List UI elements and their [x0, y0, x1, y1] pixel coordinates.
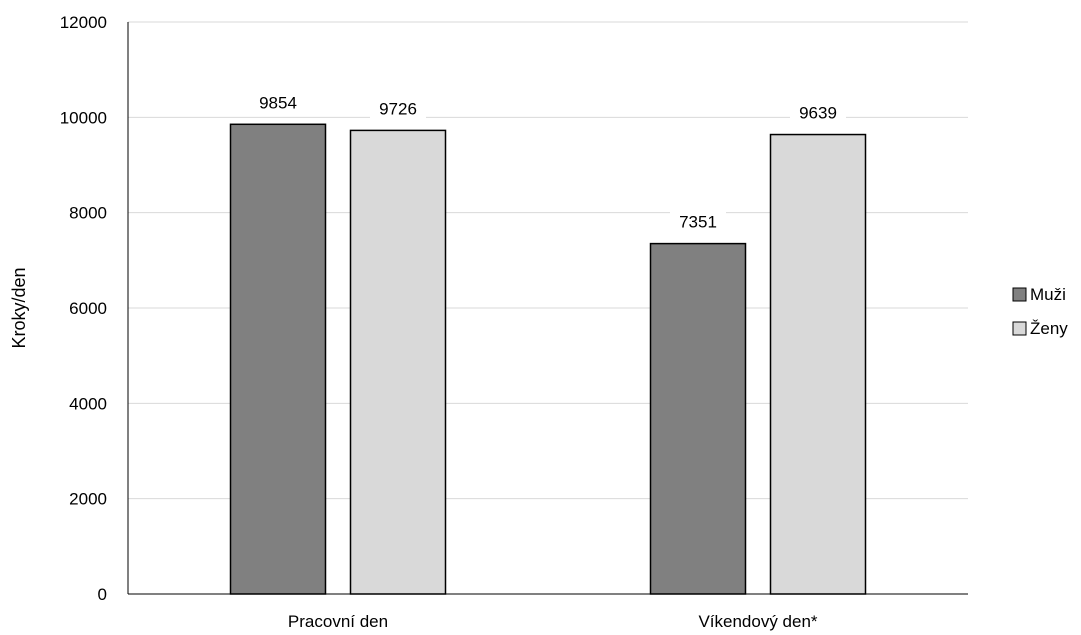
bar-zeny	[349, 129, 447, 595]
data-labels: 9854 9726 7351 9639	[250, 90, 846, 234]
legend-swatch	[1012, 321, 1027, 336]
axes	[127, 22, 968, 595]
y-axis-title: Kroky/den	[9, 267, 29, 348]
bar-muzi	[649, 242, 747, 595]
y-tick-label: 6000	[69, 299, 107, 318]
y-tick-label: 8000	[69, 204, 107, 223]
bar-zeny	[769, 133, 867, 595]
data-label: 9639	[799, 104, 837, 123]
data-label: 7351	[679, 213, 717, 232]
data-label-background	[670, 209, 726, 234]
y-tick-labels: 0 2000 4000 6000 8000 10000 12000	[60, 13, 107, 604]
y-tick-label: 0	[98, 585, 107, 604]
legend-label: Muži	[1030, 285, 1066, 304]
category-label: Pracovní den	[288, 612, 388, 631]
category-labels: Pracovní den Víkendový den*	[288, 612, 818, 631]
bar-muzi	[229, 123, 327, 595]
legend: Muži Ženy	[1012, 285, 1068, 338]
y-tick-label: 2000	[69, 490, 107, 509]
data-label-background	[370, 96, 426, 121]
data-label: 9854	[259, 93, 297, 112]
bars	[229, 123, 867, 595]
y-tick-label: 4000	[69, 394, 107, 413]
data-label-background	[250, 90, 306, 115]
data-label-background	[790, 100, 846, 125]
legend-swatch	[1012, 287, 1027, 302]
legend-label: Ženy	[1030, 319, 1068, 338]
y-tick-label: 10000	[60, 108, 107, 127]
y-tick-label: 12000	[60, 13, 107, 32]
category-label: Víkendový den*	[698, 612, 817, 631]
data-label: 9726	[379, 99, 417, 118]
